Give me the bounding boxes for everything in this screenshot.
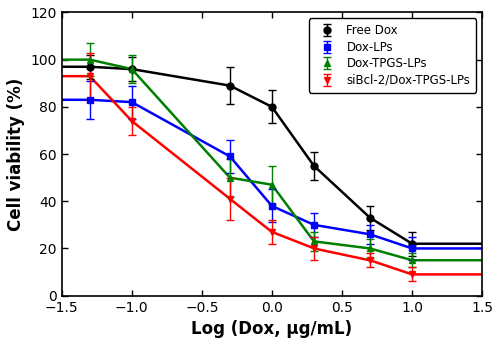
Legend: Free Dox, Dox-LPs, Dox-TPGS-LPs, siBcl-2/Dox-TPGS-LPs: Free Dox, Dox-LPs, Dox-TPGS-LPs, siBcl-2… xyxy=(308,18,476,93)
Y-axis label: Cell viability (%): Cell viability (%) xyxy=(7,77,25,231)
X-axis label: Log (Dox, μg/mL): Log (Dox, μg/mL) xyxy=(192,320,352,338)
